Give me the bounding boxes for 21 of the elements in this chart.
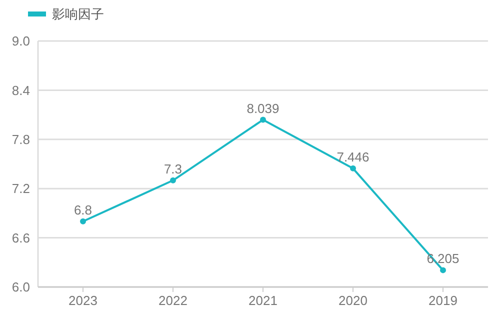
y-tick-label: 6.0	[12, 280, 30, 295]
data-label: 7.446	[336, 149, 370, 164]
data-label: 6.8	[74, 202, 92, 218]
point	[350, 165, 356, 172]
point	[260, 116, 266, 123]
point	[440, 267, 446, 274]
y-tick-label: 7.8	[12, 132, 30, 147]
x-tick-label: 2019	[428, 293, 458, 308]
x-tick-label: 2020	[338, 293, 368, 308]
data-label: 8.039	[246, 100, 280, 116]
point	[80, 218, 86, 224]
y-tick-label: 7.2	[12, 181, 30, 196]
x-tick-label: 2021	[248, 293, 278, 308]
legend-label: 影响因子	[52, 6, 104, 22]
x-tick-label: 2023	[68, 293, 98, 308]
data-label: 7.3	[164, 161, 182, 176]
y-tick-label: 6.6	[12, 230, 30, 246]
y-tick-label: 9.0	[12, 34, 30, 49]
x-tick-label: 2022	[158, 293, 188, 308]
y-tick-label: 8.4	[12, 82, 30, 98]
point	[170, 177, 176, 184]
